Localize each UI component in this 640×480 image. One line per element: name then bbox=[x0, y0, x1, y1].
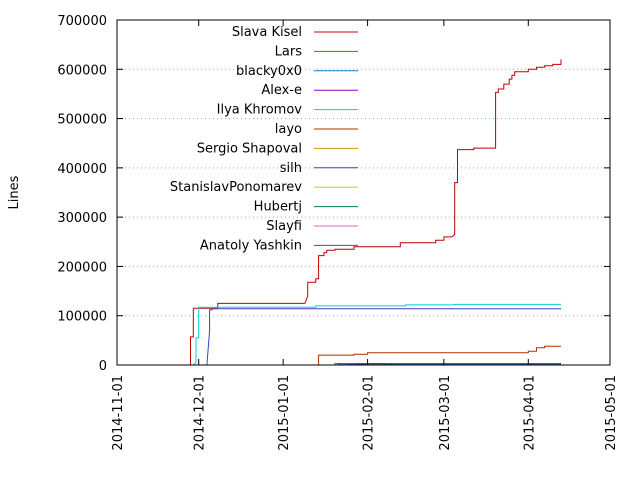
series-line-0 bbox=[190, 59, 562, 365]
legend-label: Ilya Khromov bbox=[217, 103, 303, 118]
legend-label: Alex-e bbox=[261, 83, 302, 98]
x-tick-label: 2014-11-01 bbox=[111, 375, 126, 451]
y-tick-label: 700000 bbox=[57, 14, 107, 29]
legend: Slava Kisel Lars blacky0x0 Alex-e Ilya Khrom… bbox=[170, 25, 358, 253]
legend-label: Anatoly Yashkin bbox=[200, 238, 302, 253]
legend-label: Lars bbox=[275, 44, 303, 59]
series-line-4 bbox=[192, 303, 561, 366]
series-line-7 bbox=[206, 308, 561, 366]
y-tick-label: 600000 bbox=[57, 63, 107, 78]
axis-ticks: 0 100000 200000 300000 400000 500000 600000 700… bbox=[57, 14, 619, 451]
x-tick-label: 2015-02-01 bbox=[362, 375, 377, 451]
x-tick-label: 2015-04-01 bbox=[522, 375, 537, 451]
legend-label: blacky0x0 bbox=[236, 64, 302, 79]
y-tick-label: 200000 bbox=[57, 260, 107, 275]
y-tick-label: 0 bbox=[99, 359, 107, 374]
x-tick-label: 2015-01-01 bbox=[277, 375, 292, 451]
legend-label: Sergio Shapoval bbox=[197, 141, 302, 156]
x-tick-label: 2014-12-01 bbox=[193, 375, 208, 451]
x-tick-label: 2015-05-01 bbox=[604, 375, 619, 451]
y-tick-label: 100000 bbox=[57, 310, 107, 325]
legend-label: layo bbox=[275, 122, 302, 137]
legend-label: Slayfi bbox=[266, 219, 302, 234]
legend-label: Slava Kisel bbox=[232, 25, 302, 40]
y-axis-label: Lines bbox=[7, 175, 22, 209]
series-line-5 bbox=[318, 345, 561, 365]
y-tick-label: 300000 bbox=[57, 211, 107, 226]
y-tick-label: 400000 bbox=[57, 162, 107, 177]
legend-label: StanislavPonomarev bbox=[170, 180, 302, 195]
x-tick-label: 2015-03-01 bbox=[438, 375, 453, 451]
legend-label: Hubertj bbox=[254, 200, 302, 215]
y-tick-label: 500000 bbox=[57, 113, 107, 128]
legend-label: silh bbox=[280, 161, 302, 176]
plot-frame bbox=[116, 19, 611, 366]
